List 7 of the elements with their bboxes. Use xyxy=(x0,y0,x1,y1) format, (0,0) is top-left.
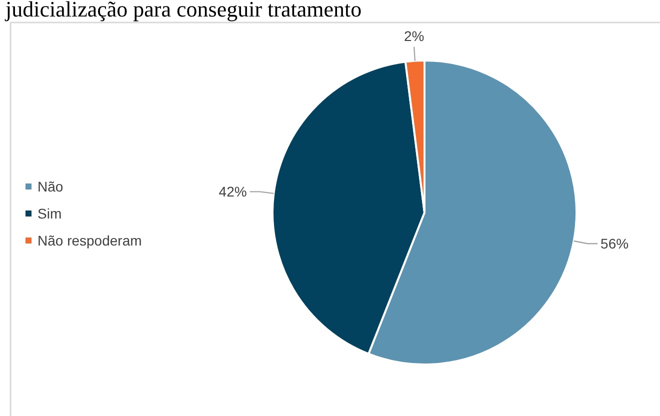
legend-label: Sim xyxy=(38,206,62,222)
data-label: 42% xyxy=(218,184,247,200)
data-label: 56% xyxy=(600,236,629,252)
data-label: 2% xyxy=(404,28,424,44)
chart-title: judicialização para conseguir tratamento xyxy=(4,0,362,22)
legend-label: Não xyxy=(38,178,64,194)
legend-label: Não respoderam xyxy=(38,232,142,248)
